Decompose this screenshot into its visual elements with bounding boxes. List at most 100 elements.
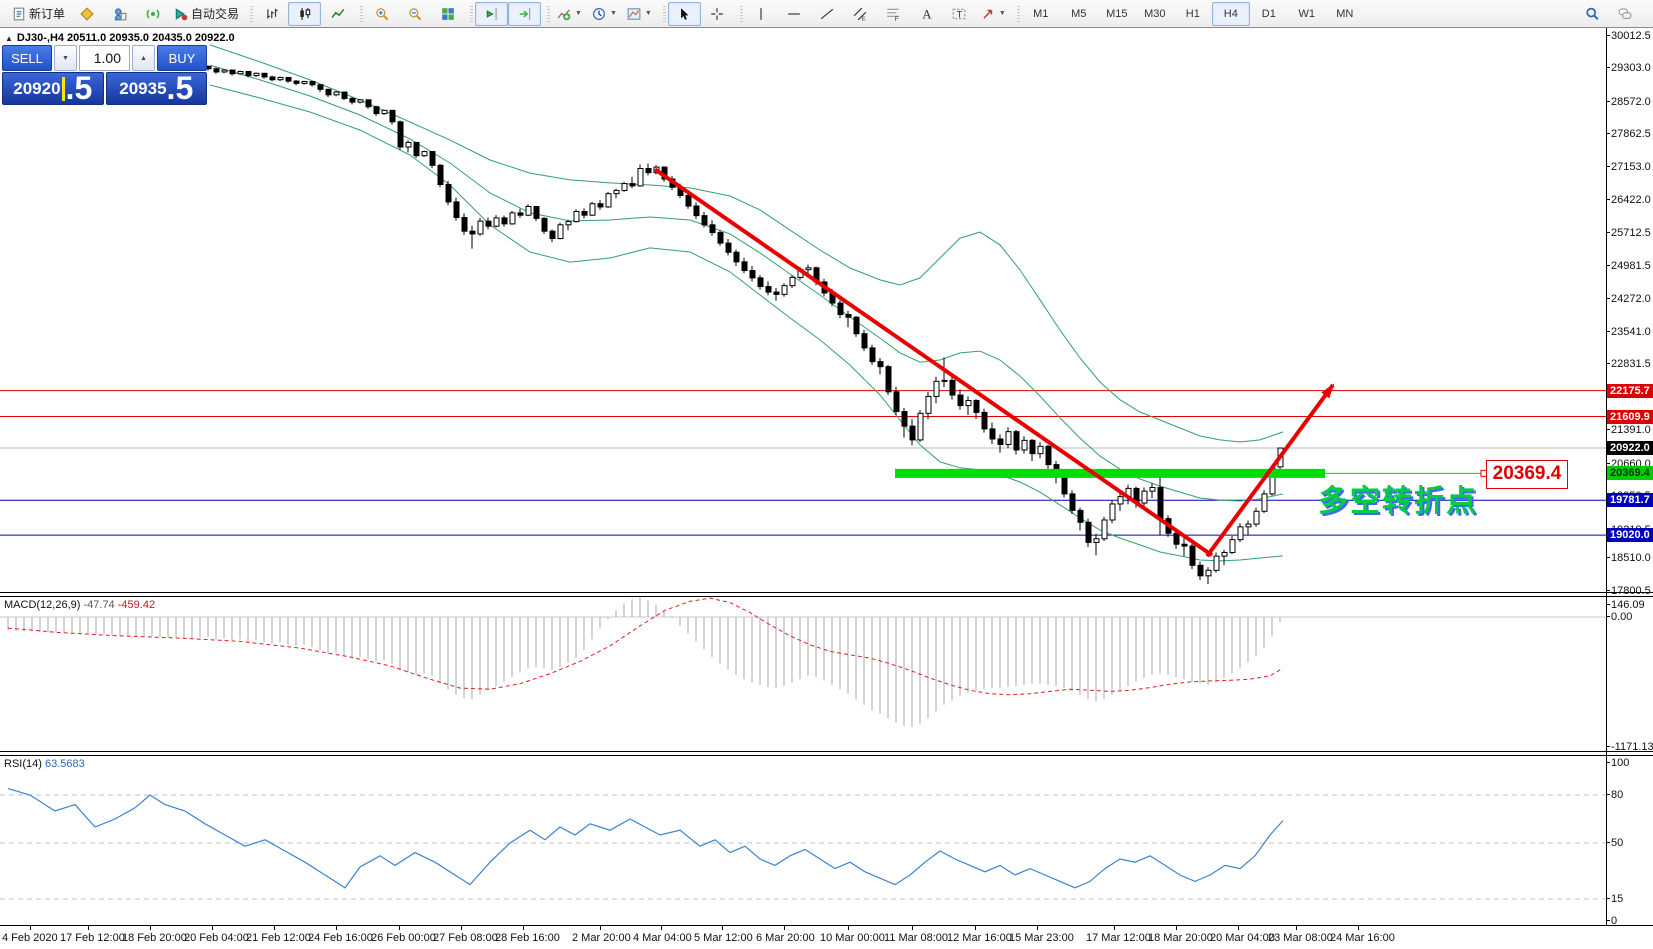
arrows-icon: [983, 9, 993, 19]
rsi-axis-tick: 80: [1605, 789, 1624, 801]
toolbar-button-tile-windows[interactable]: [431, 2, 464, 26]
dropdown-arrow-icon[interactable]: ▼: [998, 10, 1006, 17]
dropdown-arrow-icon[interactable]: ▼: [644, 10, 652, 17]
toolbar-button-trendline[interactable]: [811, 2, 844, 26]
toolbar-button-candlestick-chart[interactable]: [288, 1, 322, 26]
candle: [933, 380, 940, 397]
toolbar-button-indicators[interactable]: ▼: [552, 2, 587, 26]
candle: [605, 193, 612, 208]
toolbar-button-metaeditor[interactable]: [70, 2, 103, 26]
panel-collapse-icon[interactable]: ▲: [5, 34, 13, 43]
candle: [925, 395, 932, 414]
toolbar-button-bar-chart[interactable]: [255, 2, 288, 26]
bollinger-bands: [209, 44, 1284, 562]
horizontal-level-lines[interactable]: [0, 390, 1606, 536]
candle: [1205, 569, 1212, 577]
pane-separator[interactable]: [0, 592, 1653, 597]
candle: [1037, 445, 1044, 455]
timeframe-button-m15[interactable]: M15: [1106, 7, 1128, 20]
buy-button[interactable]: BUY: [157, 45, 207, 71]
volume-increase-button[interactable]: ▲: [132, 45, 155, 71]
toolbar-button-periods[interactable]: ▼: [587, 2, 622, 26]
macd-histogram: [7, 597, 1281, 727]
time-axis-label: 5 Mar 12:00: [694, 932, 753, 944]
timeframe-button-m30[interactable]: M30: [1144, 7, 1166, 20]
candle: [213, 68, 220, 73]
trendline-uptrend-arrow[interactable]: [1205, 383, 1335, 558]
time-tick: [1037, 926, 1038, 930]
time-axis-label: 28 Feb 16:00: [495, 932, 560, 944]
timeframe-button-m5[interactable]: M5: [1071, 7, 1087, 20]
volume-input[interactable]: 1.00: [79, 45, 130, 71]
timeframe-button-h4[interactable]: H4: [1211, 1, 1250, 26]
timeframe-button-h1[interactable]: H1: [1185, 7, 1200, 20]
bar-chart-icon: [266, 8, 278, 19]
toolbar-button-new-order[interactable]: 新订单: [7, 2, 70, 26]
pane-separator[interactable]: [0, 751, 1653, 756]
candle: [477, 220, 484, 235]
turning-point-annotation[interactable]: 多空转折点: [1318, 485, 1478, 518]
time-tick: [523, 926, 524, 930]
candle: [253, 72, 260, 77]
sell-button[interactable]: SELL: [2, 45, 52, 71]
dropdown-arrow-icon[interactable]: ▼: [575, 10, 582, 17]
line-chart-icon: [331, 8, 344, 18]
candle: [261, 72, 268, 78]
timeframe-button-mn[interactable]: MN: [1336, 7, 1354, 20]
toolbar-button-auto-scroll[interactable]: [508, 1, 542, 26]
toolbar-button-community-chat[interactable]: [1608, 2, 1641, 26]
candle: [893, 391, 900, 413]
toolbar-button-signals[interactable]: [136, 2, 169, 26]
candle: [1093, 538, 1100, 543]
candle: [733, 251, 740, 263]
macd-axis-tick: 0.00: [1605, 611, 1633, 623]
candle: [333, 91, 340, 96]
toolbar-button-text[interactable]: A: [910, 2, 943, 26]
autotrading-icon: [175, 7, 188, 20]
trendline-downtrend[interactable]: [653, 167, 1214, 557]
toolbar-button-autotrading[interactable]: 自动交易: [169, 2, 244, 26]
timeframe-button-m1[interactable]: M1: [1033, 7, 1049, 20]
time-axis[interactable]: 4 Feb 2020 17 Feb 12:00 18 Feb 20:00 20 Feb…: [0, 926, 1653, 949]
toolbar-button-search[interactable]: [1575, 2, 1608, 26]
time-tick: [848, 926, 849, 930]
toolbar-button-vertical-line[interactable]: [745, 2, 778, 26]
volume-decrease-button[interactable]: ▼: [54, 45, 77, 71]
price-callout-label[interactable]: 20369.4: [1486, 460, 1568, 489]
candle: [741, 261, 748, 272]
toolbar-button-templates[interactable]: ▼: [622, 2, 657, 26]
toolbar-button-text-label[interactable]: T: [943, 2, 976, 26]
toolbar-button-equidistant-channel[interactable]: E: [844, 2, 877, 26]
buy-price-display[interactable]: 20935 .5: [105, 72, 207, 105]
toolbar-button-chart-shift[interactable]: [475, 1, 509, 26]
candle: [365, 99, 372, 108]
candle: [773, 291, 780, 295]
sell-price-display[interactable]: 20920 .5: [2, 72, 104, 105]
candle: [325, 88, 332, 96]
dropdown-arrow-icon[interactable]: ▼: [609, 10, 617, 17]
candle: [541, 217, 548, 232]
sell-price-frac: .5: [65, 72, 93, 105]
candle: [1029, 439, 1036, 455]
toolbar-button-arrows[interactable]: ▼: [976, 2, 1011, 26]
toolbar-button-strategy-tester[interactable]: [103, 2, 136, 26]
time-axis-label: 4 Feb 2020: [2, 932, 58, 944]
toolbar-button-fibonacci[interactable]: F: [877, 2, 910, 26]
candle: [637, 167, 644, 187]
candle: [685, 195, 692, 207]
candlestick-chart-icon: [299, 7, 310, 20]
toolbar-button-zoom-out[interactable]: [398, 2, 431, 26]
timeframe-button-d1[interactable]: D1: [1261, 7, 1276, 20]
candle: [917, 412, 924, 441]
candle: [493, 217, 500, 227]
candle: [749, 270, 756, 279]
timeframe-button-w1[interactable]: W1: [1298, 7, 1316, 20]
time-axis-label: 18 Mar 20:00: [1148, 932, 1213, 944]
candle: [237, 70, 244, 75]
toolbar-button-cursor[interactable]: [667, 1, 701, 26]
toolbar-button-crosshair[interactable]: [701, 2, 734, 26]
toolbar-button-line-chart[interactable]: [321, 2, 354, 26]
toolbar-button-zoom-in[interactable]: [365, 2, 398, 26]
toolbar-button-horizontal-line[interactable]: [778, 2, 811, 26]
candle: [725, 242, 732, 253]
